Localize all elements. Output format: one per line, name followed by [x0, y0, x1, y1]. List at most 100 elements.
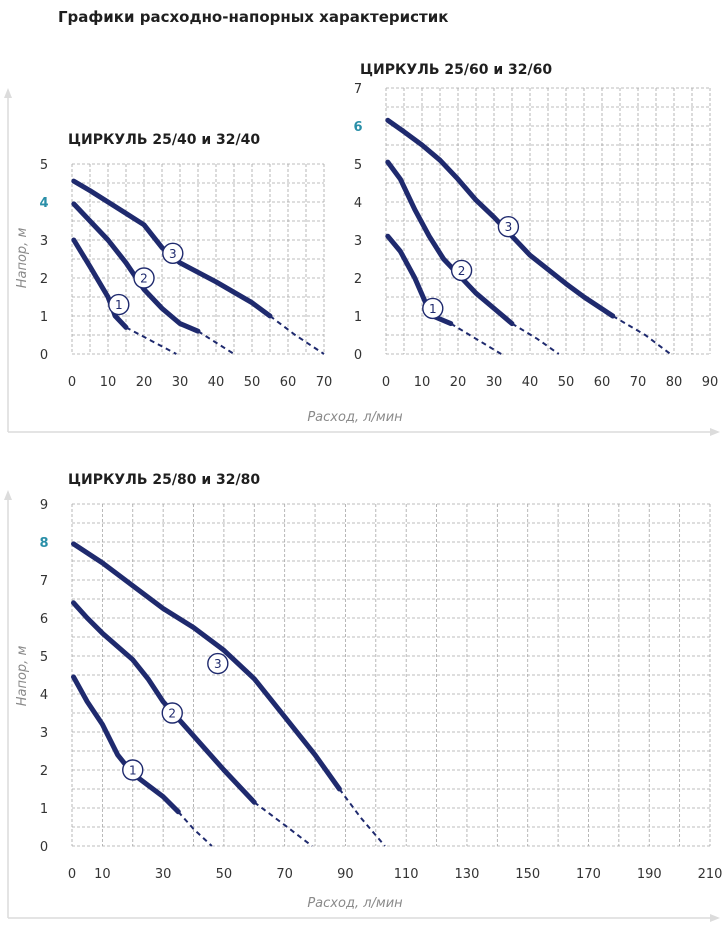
x-tick-label: 70 — [316, 375, 333, 390]
series-label-circle — [422, 297, 444, 320]
series-solid-line — [71, 600, 257, 805]
x-tick-label: 30 — [172, 375, 189, 390]
x-tick-label: 0 — [68, 375, 76, 390]
y-tick-label: 1 — [354, 310, 362, 325]
x-tick-label: 20 — [450, 375, 467, 390]
top-x-axis-label: Расход, л/мин — [307, 410, 403, 425]
chart-cirkul-80: ЦИРКУЛЬ 25/80 и 32/800 10 30 50 70 90 110 130 15… — [39, 472, 722, 882]
chart-title: ЦИРКУЛЬ 25/60 и 32/60 — [360, 62, 552, 78]
y-tick-label: 4 — [354, 196, 362, 211]
x-tick-label: 20 — [136, 375, 153, 390]
series-curve-2: 2 — [385, 159, 560, 355]
series-label: 2 — [140, 272, 148, 286]
series-curve-1: 1 — [71, 674, 213, 847]
x-tick-label: 170 — [576, 867, 601, 882]
x-tick-label: 130 — [455, 867, 480, 882]
x-tick-label: 50 — [558, 375, 575, 390]
chart-title: ЦИРКУЛЬ 25/80 и 32/80 — [68, 472, 260, 488]
series-label-circle — [450, 259, 473, 282]
series-label-circle — [162, 242, 184, 265]
y-tick-label: 0 — [40, 348, 48, 363]
y-tick-label: 0 — [40, 840, 48, 855]
x-tick-label: 40 — [522, 375, 539, 390]
grid — [71, 163, 325, 355]
series-curve-3: 3 — [71, 178, 325, 355]
chart-cirkul-60: ЦИРКУЛЬ 25/60 и 32/600 10 20 30 40 50 60 70 80 90… — [353, 62, 718, 390]
x-tick-label: 50 — [216, 867, 233, 882]
series-solid-line — [385, 159, 515, 327]
y-tick-label: 5 — [40, 650, 48, 665]
chart-cirkul-40: ЦИРКУЛЬ 25/40 и 32/40 0 10 20 30 40 50 60 70 0 1 2 3… — [39, 132, 332, 390]
series-label: 1 — [115, 298, 123, 312]
x-tick-label: 0 — [382, 375, 390, 390]
x-tick-label: 10 — [100, 375, 117, 390]
x-tick-label: 30 — [155, 867, 172, 882]
series-curve-2: 2 — [71, 600, 313, 847]
series-label: 2 — [168, 707, 176, 721]
y-tick-label: 5 — [354, 158, 362, 173]
y-tick-label: 2 — [40, 764, 48, 779]
y-tick-label: 5 — [40, 158, 48, 173]
top-group-frame — [4, 88, 720, 436]
series-dashed-line — [269, 315, 325, 355]
y-tick-label: 4 — [39, 196, 48, 211]
series-label-circle — [133, 267, 155, 289]
y-tick-label: 8 — [39, 536, 48, 551]
series-label-circle — [108, 293, 130, 316]
series-label-circle — [207, 652, 229, 675]
y-tick-label: 9 — [40, 498, 48, 513]
series-dashed-line — [338, 788, 386, 847]
series-label-circle — [161, 702, 183, 724]
x-tick-label: 150 — [515, 867, 540, 882]
x-tick-label: 190 — [637, 867, 662, 882]
series-solid-line — [385, 117, 616, 319]
y-tick-label: 7 — [354, 82, 362, 97]
x-tick-label: 210 — [698, 867, 723, 882]
y-tick-label: 4 — [40, 688, 48, 703]
series-dashed-line — [177, 811, 213, 847]
x-tick-label: 10 — [94, 867, 111, 882]
x-tick-label: 80 — [666, 375, 683, 390]
grid — [71, 503, 711, 847]
series-curve-2: 2 — [71, 201, 235, 355]
series-solid-line — [71, 541, 342, 792]
series-curve-1: 1 — [71, 237, 177, 355]
y-tick-label: 7 — [40, 574, 48, 589]
x-tick-label: 40 — [208, 375, 225, 390]
x-tick-label: 50 — [244, 375, 261, 390]
x-tick-label: 0 — [68, 867, 76, 882]
series-label: 1 — [129, 764, 137, 778]
bottom-y-axis-label: Напор, м — [15, 646, 30, 707]
series-label: 1 — [429, 302, 437, 316]
x-tick-label: 60 — [594, 375, 611, 390]
y-tick-label: 2 — [40, 272, 48, 287]
series-label: 3 — [214, 657, 222, 671]
y-tick-label: 3 — [40, 726, 48, 741]
x-tick-label: 90 — [337, 867, 354, 882]
series-curve-1: 1 — [385, 233, 502, 355]
series-dashed-line — [253, 801, 313, 847]
x-tick-label: 60 — [280, 375, 297, 390]
y-tick-label: 6 — [40, 612, 48, 627]
top-y-axis-label: Напор, м — [15, 228, 30, 289]
x-tick-label: 70 — [630, 375, 647, 390]
series-curve-3: 3 — [385, 117, 672, 355]
x-tick-label: 30 — [486, 375, 503, 390]
series-dashed-line — [450, 322, 502, 355]
y-tick-label: 3 — [354, 234, 362, 249]
y-tick-label: 6 — [353, 120, 362, 135]
y-tick-label: 0 — [354, 348, 362, 363]
y-tick-label: 2 — [354, 272, 362, 287]
series-dashed-line — [511, 322, 560, 355]
y-tick-label: 1 — [40, 310, 48, 325]
series-curve-3: 3 — [71, 541, 386, 847]
bottom-group-frame — [4, 490, 720, 922]
series-label: 3 — [169, 247, 177, 261]
series-label-circle — [497, 215, 520, 238]
series-dashed-line — [125, 326, 177, 355]
series-dashed-line — [612, 315, 672, 355]
series-dashed-line — [197, 330, 235, 355]
x-tick-label: 70 — [276, 867, 293, 882]
y-tick-label: 1 — [40, 802, 48, 817]
